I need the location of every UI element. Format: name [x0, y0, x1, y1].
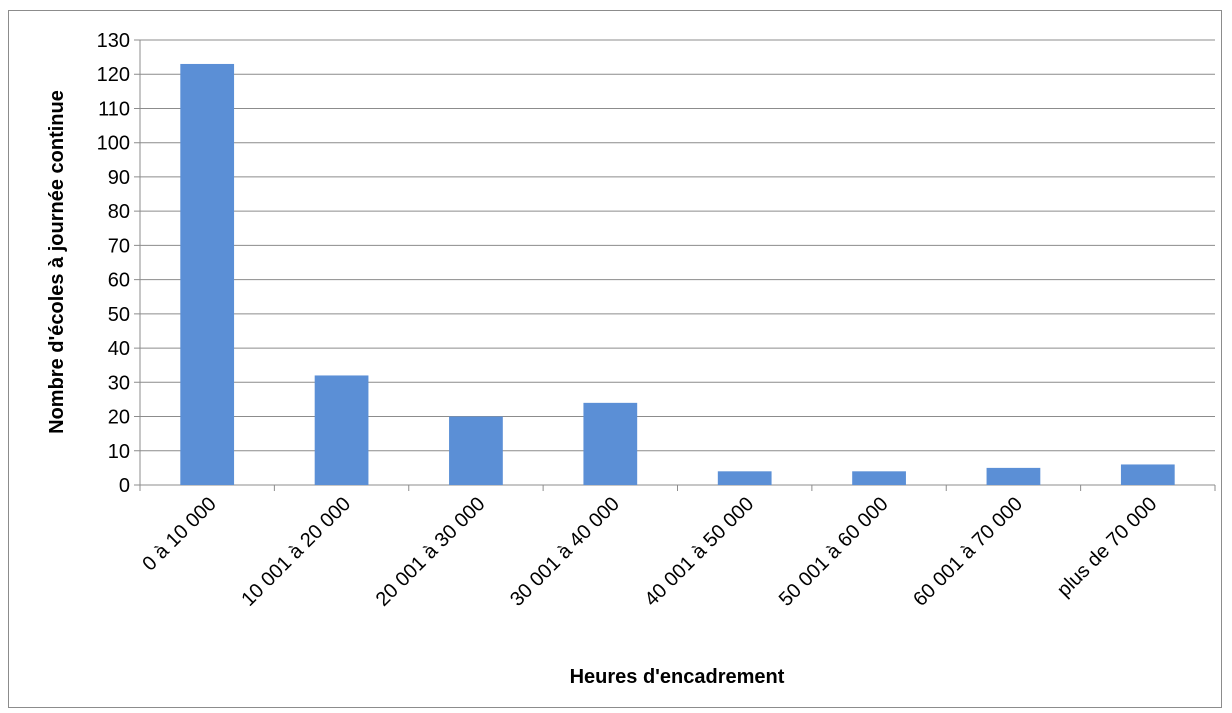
- x-tick-label: 20 001 à 30 000: [372, 493, 490, 611]
- bar: [717, 471, 772, 485]
- x-tick-label: plus de 70 000: [1053, 493, 1161, 601]
- y-tick-label: 100: [97, 133, 130, 155]
- y-tick-label: 70: [108, 235, 130, 257]
- y-tick-label: 120: [97, 64, 130, 86]
- y-tick-labels: 0 10 20 30 40 50 60 70 80 90 100 110 120 130: [97, 30, 130, 497]
- bars: [180, 63, 1175, 485]
- y-tick-label: 60: [108, 270, 130, 292]
- y-tick-label: 30: [108, 372, 130, 394]
- x-axis-title: Heures d'encadrement: [570, 666, 785, 688]
- y-axis-title: Nombre d'écoles à journée continue: [46, 90, 68, 434]
- y-tick-label: 40: [108, 338, 130, 360]
- x-tick-label: 0 à 10 000: [138, 493, 220, 575]
- x-tick-label: 40 001 à 50 000: [640, 493, 758, 611]
- x-tick-label: 60 001 à 70 000: [909, 493, 1027, 611]
- y-tick-label: 20: [108, 407, 130, 429]
- x-tick-label: 10 001 à 20 000: [237, 493, 355, 611]
- bar: [314, 375, 369, 485]
- bar: [852, 471, 906, 485]
- x-tick-label: 30 001 à 40 000: [506, 493, 624, 611]
- x-tick-labels: 0 à 10 000 10 001 à 20 000 20 001 à 30 000…: [138, 493, 1161, 611]
- y-tick-label: 110: [98, 98, 130, 120]
- y-tick-label: 50: [108, 304, 130, 326]
- bar: [180, 63, 235, 485]
- y-tick-label: 130: [97, 30, 130, 52]
- gridlines: [134, 39, 1216, 491]
- y-tick-label: 90: [108, 167, 130, 189]
- bar: [449, 416, 503, 485]
- y-tick-label: 80: [108, 201, 130, 223]
- y-tick-label: 10: [108, 441, 130, 463]
- y-tick-label: 0: [119, 475, 130, 497]
- x-tick-label: 50 001 à 60 000: [775, 493, 893, 611]
- bar: [986, 467, 1041, 485]
- bar: [1120, 464, 1175, 485]
- bar: [583, 402, 638, 485]
